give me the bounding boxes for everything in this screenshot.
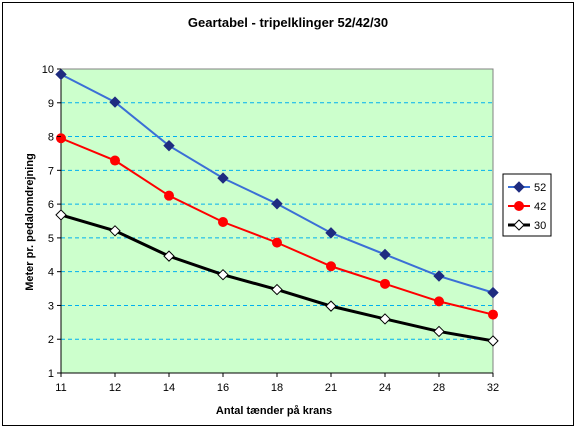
data-point xyxy=(271,283,283,296)
x-tick-label: 12 xyxy=(109,382,121,394)
series-42 xyxy=(56,133,498,320)
data-point xyxy=(379,313,391,325)
data-point xyxy=(163,139,175,152)
x-tick-label: 32 xyxy=(487,382,499,394)
x-axis-title: Antal tænder på krans xyxy=(216,405,332,417)
data-point xyxy=(434,296,444,307)
data-point xyxy=(488,309,498,320)
x-tick-label: 24 xyxy=(379,382,391,394)
series-52 xyxy=(55,68,499,299)
data-point xyxy=(271,198,283,210)
data-point xyxy=(379,248,391,261)
legend-item: 42 xyxy=(508,201,546,213)
data-point xyxy=(325,227,337,239)
data-point xyxy=(433,325,445,338)
data-point xyxy=(217,172,229,184)
x-tick-label: 18 xyxy=(271,382,283,394)
y-tick-label: 4 xyxy=(48,267,54,279)
x-tick-labels: 11 12 14 16 18 21 24 28 32 xyxy=(55,373,499,394)
data-point xyxy=(55,209,67,221)
data-point xyxy=(272,237,282,248)
y-tick-label: 8 xyxy=(48,132,54,144)
legend-label: 52 xyxy=(534,182,546,194)
chart-title: Geartabel - tripelklinger 52/42/30 xyxy=(188,15,388,30)
plot-area xyxy=(55,68,499,374)
legend-label: 30 xyxy=(534,220,546,232)
data-point xyxy=(164,190,174,201)
legend: 52 42 30 xyxy=(502,173,552,237)
data-point xyxy=(56,133,66,144)
data-point xyxy=(380,278,390,289)
data-point xyxy=(513,181,525,193)
data-point xyxy=(514,201,524,211)
series-30 xyxy=(55,209,499,347)
x-tick-label: 21 xyxy=(325,382,337,394)
data-point xyxy=(217,268,229,281)
data-point xyxy=(218,217,228,228)
data-point xyxy=(110,155,120,166)
y-tick-label: 5 xyxy=(48,233,54,245)
x-tick-label: 16 xyxy=(217,382,229,394)
x-tick-label: 14 xyxy=(163,382,175,394)
legend-item: 52 xyxy=(508,181,546,194)
data-point xyxy=(326,261,336,272)
y-tick-labels: 1 2 3 4 5 6 7 8 9 10 xyxy=(42,64,61,380)
data-point xyxy=(487,335,499,347)
data-point xyxy=(487,286,499,299)
data-point xyxy=(55,68,67,81)
plot-background xyxy=(60,68,494,374)
data-point xyxy=(513,219,525,231)
y-tick-label: 3 xyxy=(48,300,54,312)
y-tick-label: 7 xyxy=(48,165,54,177)
data-point xyxy=(109,96,121,108)
data-point xyxy=(325,300,337,312)
x-tick-label: 28 xyxy=(433,382,445,394)
data-point xyxy=(163,250,175,262)
y-tick-label: 10 xyxy=(42,64,54,76)
y-tick-label: 1 xyxy=(48,368,54,380)
y-tick-label: 6 xyxy=(48,199,54,211)
legend-item: 30 xyxy=(508,219,546,232)
data-point xyxy=(433,270,445,282)
legend-label: 42 xyxy=(534,201,546,213)
x-tick-label: 11 xyxy=(55,382,66,394)
y-tick-label: 9 xyxy=(48,98,54,110)
y-axis-title: Meter pr. pedalomdrejning xyxy=(24,153,36,291)
y-tick-label: 2 xyxy=(48,334,54,346)
data-point xyxy=(109,225,121,237)
